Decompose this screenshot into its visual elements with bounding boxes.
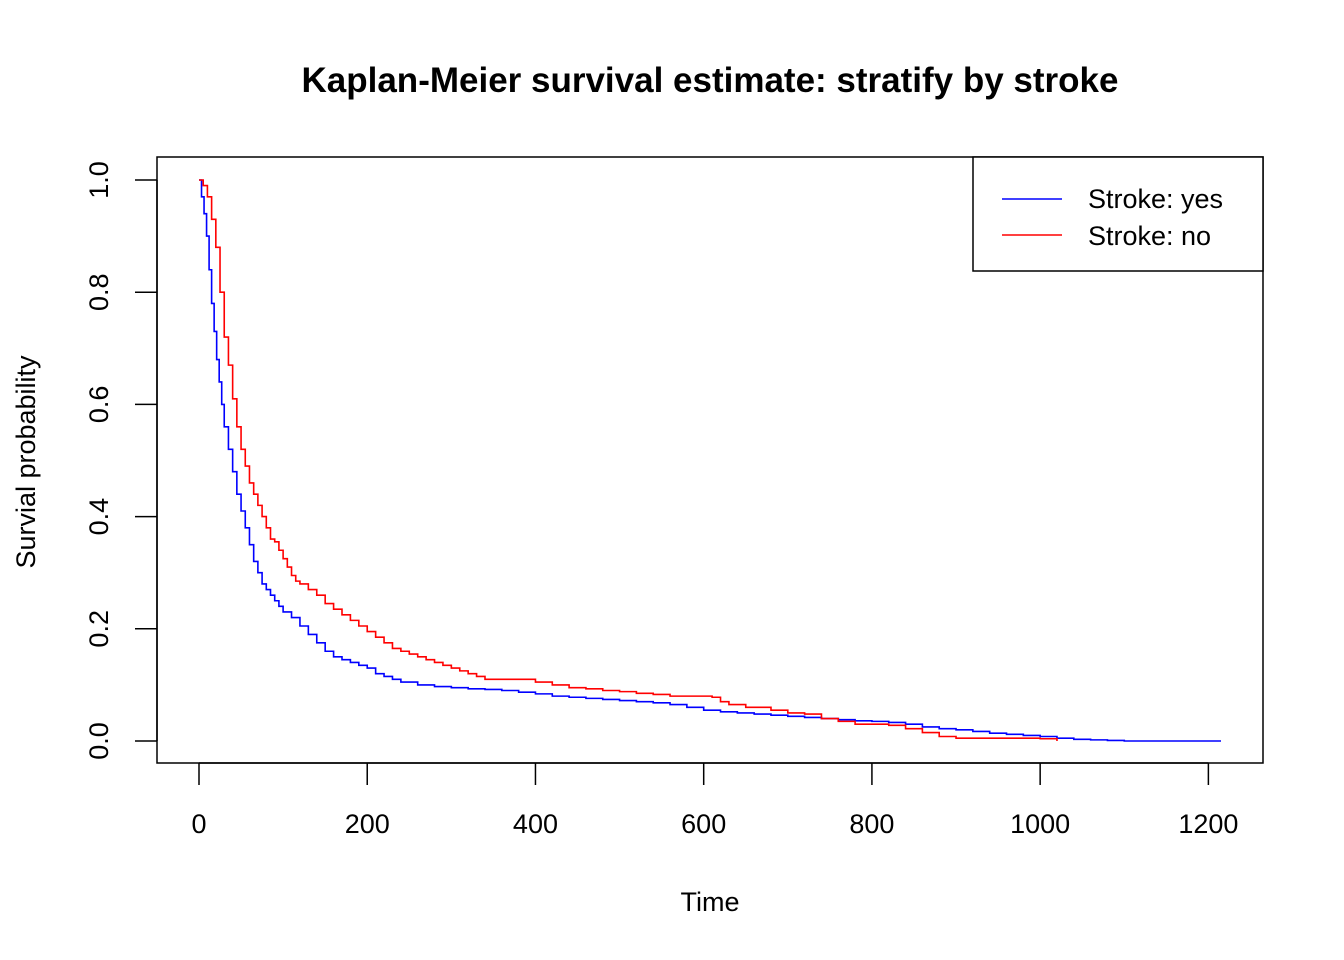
km-curve-stroke-yes: [199, 179, 1221, 742]
x-tick-label: 1200: [1178, 809, 1238, 839]
y-axis-label: Survial probability: [11, 355, 41, 569]
y-tick-label: 0.6: [84, 386, 114, 424]
curves: [199, 179, 1221, 742]
x-axis: 0 200 400 600 800 1000 1200: [191, 762, 1238, 839]
chart-title: Kaplan-Meier survival estimate: stratify…: [302, 61, 1119, 100]
x-tick-label: 200: [345, 809, 390, 839]
y-tick-label: 0.4: [84, 498, 114, 536]
y-tick-label: 0.2: [84, 610, 114, 648]
x-tick-label: 400: [513, 809, 558, 839]
x-tick-label: 0: [191, 809, 206, 839]
x-tick-label: 1000: [1010, 809, 1070, 839]
legend-label-stroke-yes: Stroke: yes: [1088, 184, 1223, 214]
x-axis-label: Time: [681, 887, 740, 917]
y-axis: 0.0 0.2 0.4 0.6 0.8 1.0: [84, 161, 158, 760]
y-tick-label: 0.8: [84, 273, 114, 311]
x-tick-label: 800: [849, 809, 894, 839]
km-curve-stroke-no: [199, 179, 1058, 741]
legend-label-stroke-no: Stroke: no: [1088, 221, 1211, 251]
legend: Stroke: yes Stroke: no: [972, 156, 1264, 272]
x-tick-label: 600: [681, 809, 726, 839]
legend-box: [972, 156, 1264, 272]
y-tick-label: 0.0: [84, 722, 114, 760]
y-tick-label: 1.0: [84, 161, 114, 199]
